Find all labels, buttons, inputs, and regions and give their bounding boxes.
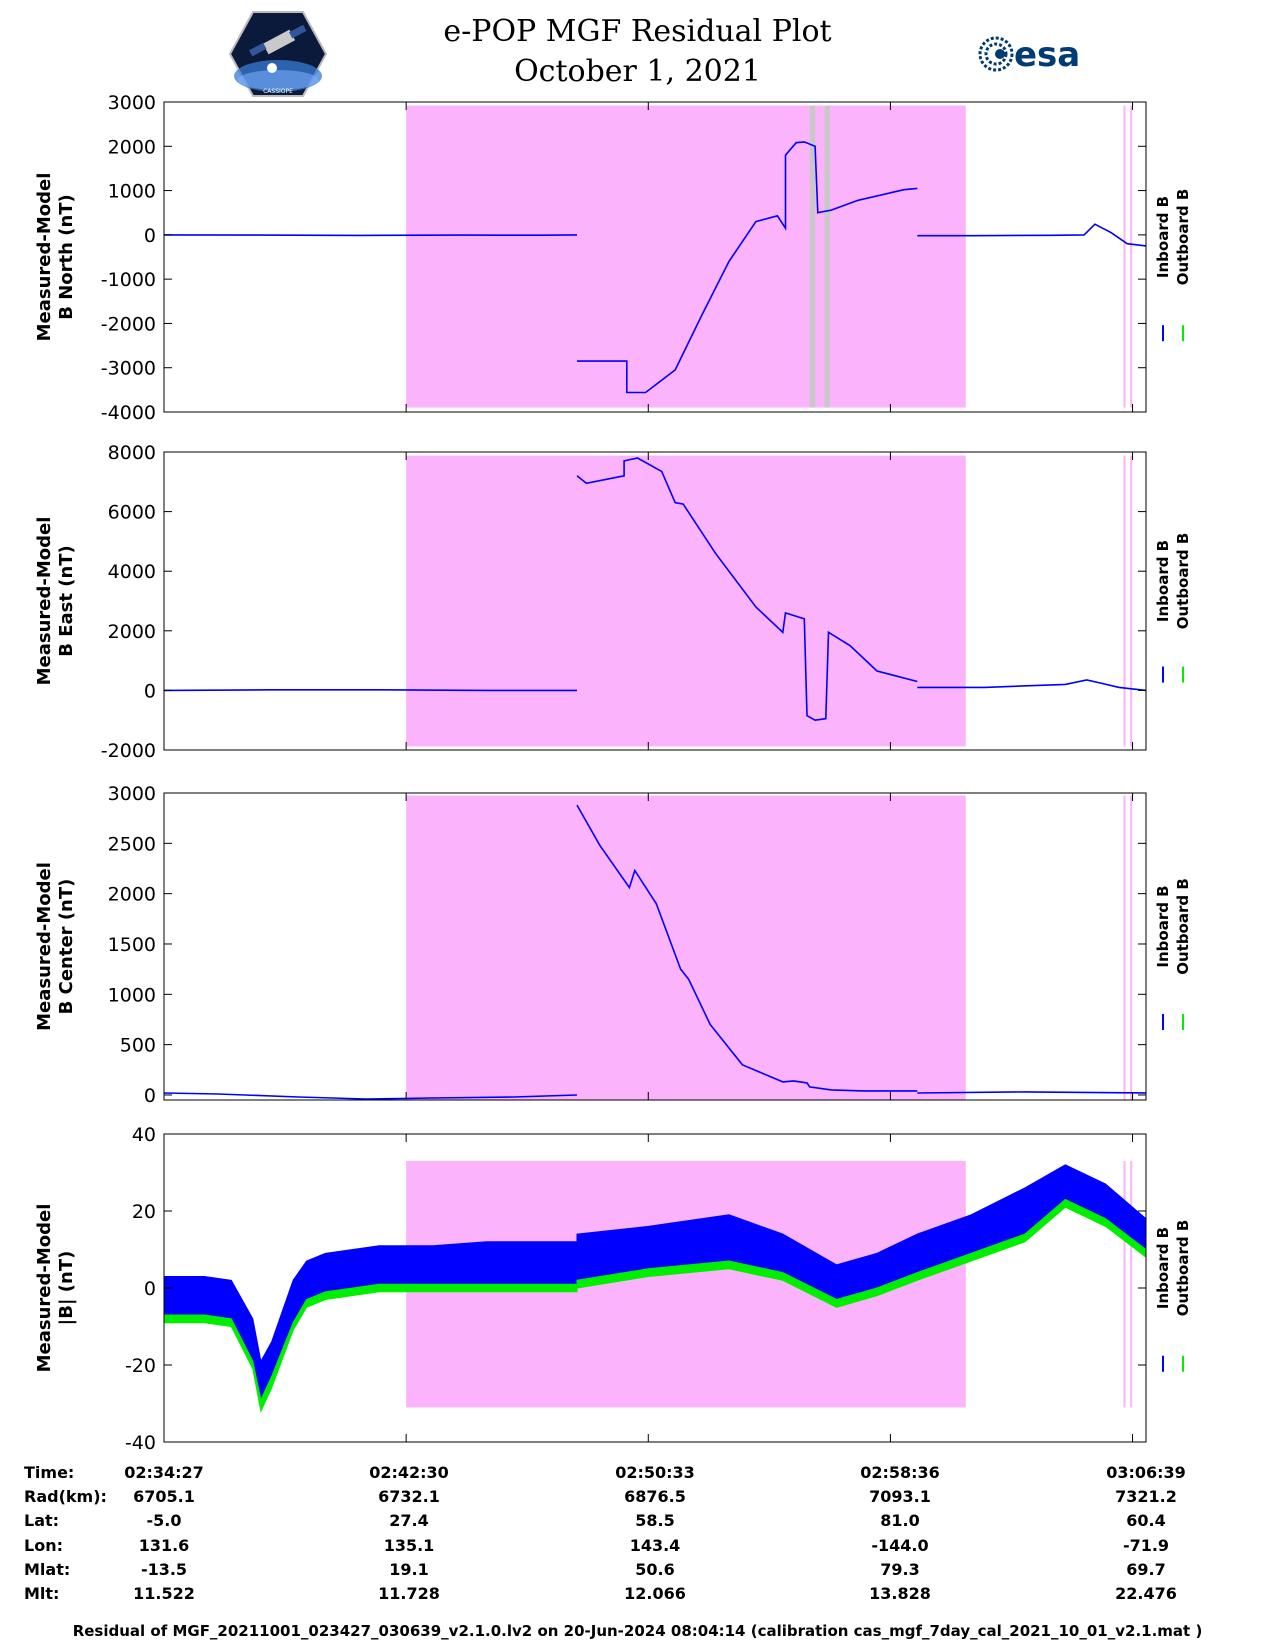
series-line-inboard-b bbox=[577, 141, 918, 394]
y-tick-label: -20 bbox=[125, 1355, 156, 1377]
y-tick-label: 0 bbox=[144, 1085, 156, 1107]
y-tick-label: -2000 bbox=[101, 740, 156, 762]
legend-label: Outboard B bbox=[1174, 189, 1192, 286]
y-axis-label: |B| (nT) bbox=[56, 1251, 77, 1326]
y-tick-label: 3000 bbox=[108, 92, 156, 114]
y-tick-label: -3000 bbox=[101, 358, 156, 380]
y-axis-label: B North (nT) bbox=[56, 194, 77, 320]
plot-frame bbox=[163, 792, 1147, 1101]
y-tick-label: 2500 bbox=[108, 833, 156, 855]
series-line-inboard-b bbox=[163, 689, 577, 692]
y-tick-label: 0 bbox=[144, 1278, 156, 1300]
y-tick-label: 500 bbox=[120, 1035, 156, 1057]
legend-label: Outboard B bbox=[1174, 533, 1192, 630]
plot-title: e-POP MGF Residual Plot bbox=[443, 14, 832, 49]
svg-text:CASSIOPE: CASSIOPE bbox=[263, 88, 293, 95]
series-line-inboard-b bbox=[917, 1091, 1147, 1094]
shaded-region bbox=[406, 795, 966, 1100]
legend-label: Inboard B bbox=[1154, 1227, 1172, 1309]
y-tick-label: 0 bbox=[144, 680, 156, 702]
y-tick-label: -4000 bbox=[101, 402, 156, 424]
y-tick-label: 0 bbox=[144, 225, 156, 247]
legend-label: Outboard B bbox=[1174, 878, 1192, 975]
series-band-outboard-b bbox=[163, 1283, 578, 1413]
shaded-region bbox=[406, 105, 966, 408]
y-tick-label: 40 bbox=[132, 1124, 156, 1146]
series-line-inboard-b bbox=[917, 679, 1147, 692]
esa-logo: esa bbox=[978, 35, 1080, 74]
legend-label: Inboard B bbox=[1154, 540, 1172, 622]
y-axis-label: Measured-Model bbox=[34, 517, 55, 686]
series-line-inboard-b bbox=[163, 1092, 578, 1100]
series-line-inboard-b bbox=[917, 223, 1147, 247]
y-tick-label: -40 bbox=[125, 1432, 156, 1454]
plot-frame bbox=[163, 101, 1147, 413]
y-tick-label: 4000 bbox=[108, 561, 156, 583]
shaded-region bbox=[406, 455, 966, 747]
data-gap-band bbox=[809, 105, 816, 408]
plot-frame bbox=[163, 451, 1147, 751]
cassiope-logo: CASSIOPE bbox=[228, 11, 328, 97]
y-tick-label: 6000 bbox=[108, 502, 156, 524]
plot-date: October 1, 2021 bbox=[514, 54, 761, 89]
legend-label: Outboard B bbox=[1174, 1220, 1192, 1317]
y-tick-label: 2000 bbox=[108, 621, 156, 643]
legend-label: Inboard B bbox=[1154, 885, 1172, 967]
y-tick-label: -2000 bbox=[101, 313, 156, 335]
data-gap-band bbox=[824, 105, 830, 408]
y-axis-label: Measured-Model bbox=[34, 1204, 55, 1373]
y-tick-label: -1000 bbox=[101, 269, 156, 291]
y-tick-label: 20 bbox=[132, 1201, 156, 1223]
y-tick-label: 1500 bbox=[108, 934, 156, 956]
y-tick-label: 8000 bbox=[108, 442, 156, 464]
y-tick-label: 2000 bbox=[108, 884, 156, 906]
y-axis-label: Measured-Model bbox=[34, 862, 55, 1031]
y-tick-label: 3000 bbox=[108, 783, 156, 805]
y-tick-label: 1000 bbox=[108, 181, 156, 203]
series-line-inboard-b bbox=[576, 804, 918, 1092]
y-axis-label: B Center (nT) bbox=[56, 879, 77, 1015]
footer-caption: Residual of MGF_20211001_023427_030639_v… bbox=[72, 1622, 1203, 1640]
svg-text:esa: esa bbox=[1014, 35, 1080, 74]
legend-label: Inboard B bbox=[1154, 196, 1172, 278]
y-axis-label: B East (nT) bbox=[56, 545, 77, 657]
y-axis-label: Measured-Model bbox=[34, 173, 55, 342]
series-line-inboard-b bbox=[576, 457, 918, 722]
series-line-inboard-b bbox=[163, 234, 578, 237]
y-tick-label: 2000 bbox=[108, 136, 156, 158]
y-tick-label: 1000 bbox=[108, 984, 156, 1006]
